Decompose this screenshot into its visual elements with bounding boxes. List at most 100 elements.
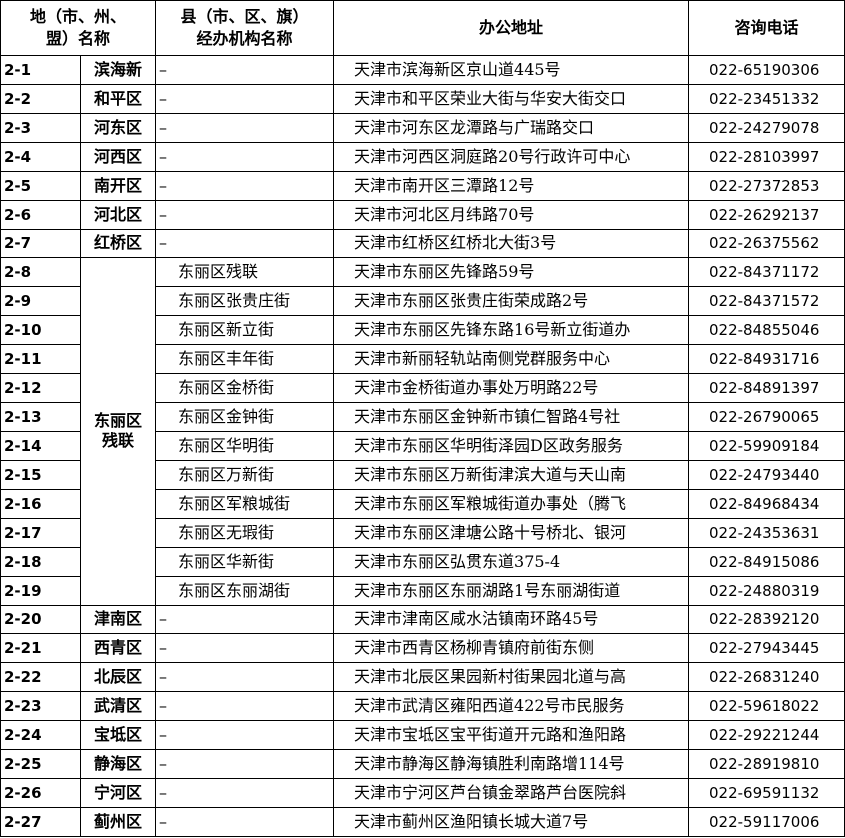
region-cell: 河西区 <box>79 141 157 172</box>
county-cell: 东丽区残联 <box>155 257 335 288</box>
address-cell: 天津市东丽区万新街津滨大道与天山南 <box>333 459 690 490</box>
phone-cell: 022-84371572 <box>688 286 845 317</box>
county-cell: – <box>155 199 335 230</box>
id-cell: 2-4 <box>0 141 81 172</box>
phone-cell: 022-84371172 <box>688 257 845 288</box>
id-cell: 2-13 <box>0 402 81 432</box>
county-cell: – <box>155 55 335 85</box>
region-cell: 宁河区 <box>79 778 157 808</box>
table-row: 2-11 东丽区丰年街 天津市新丽轻轨站南侧党群服务中心 022-84931716 <box>0 344 845 375</box>
id-cell: 2-24 <box>0 720 81 751</box>
table-row: 2-26 宁河区 – 天津市宁河区芦台镇金翠路芦台医院斜 022-69591132 <box>0 778 845 808</box>
phone-cell: 022-29221244 <box>688 720 845 751</box>
address-cell: 天津市蓟州区渔阳镇长城大道7号 <box>333 806 690 838</box>
address-cell: 天津市和平区荣业大街与华安大街交口 <box>333 83 690 114</box>
address-cell: 天津市河西区洞庭路20号行政许可中心 <box>333 141 690 172</box>
table-row: 2-1 滨海新 – 天津市滨海新区京山道445号 022-65190306 <box>0 55 845 85</box>
header-cell: 办公地址 <box>333 0 690 56</box>
county-cell: – <box>155 604 335 635</box>
table-row: 2-4 河西区 – 天津市河西区洞庭路20号行政许可中心 022-28103997 <box>0 141 845 172</box>
county-cell: 东丽区华新街 <box>155 546 335 577</box>
id-cell: 2-9 <box>0 286 81 317</box>
phone-cell: 022-27943445 <box>688 633 845 664</box>
table-row: 2-27 蓟州区 – 天津市蓟州区渔阳镇长城大道7号 022-59117006 <box>0 806 845 838</box>
county-cell: 东丽区无瑕街 <box>155 517 335 548</box>
phone-cell: 022-24279078 <box>688 112 845 143</box>
table-row: 2-21 西青区 – 天津市西青区杨柳青镇府前街东侧 022-27943445 <box>0 633 845 664</box>
phone-cell: 022-28392120 <box>688 604 845 635</box>
table-row: 2-9 东丽区张贵庄街 天津市东丽区张贵庄街荣成路2号 022-84371572 <box>0 286 845 317</box>
table-body: 2-1 滨海新 – 天津市滨海新区京山道445号 022-65190306 2-2 和平区 –… <box>0 55 845 838</box>
address-cell: 天津市东丽区军粮城街道办事处（腾飞 <box>333 488 690 519</box>
address-cell: 天津市东丽区金钟新市镇仁智路4号社 <box>333 402 690 432</box>
address-cell: 天津市宝坻区宝平街道开元路和渔阳路 <box>333 720 690 751</box>
address-cell: 天津市红桥区红桥北大街3号 <box>333 228 690 259</box>
address-cell: 天津市南开区三潭路12号 <box>333 170 690 201</box>
county-cell: 东丽区军粮城街 <box>155 488 335 519</box>
address-cell: 天津市津南区咸水沽镇南环路45号 <box>333 604 690 635</box>
table-row: 2-25 静海区 – 天津市静海区静海镇胜利南路增114号 022-28919810 <box>0 749 845 780</box>
county-cell: 东丽区张贵庄街 <box>155 286 335 317</box>
address-cell: 天津市东丽区先锋路59号 <box>333 257 690 288</box>
region-cell: 津南区 <box>79 604 157 635</box>
county-cell: – <box>155 170 335 201</box>
region-cell: 宝坻区 <box>79 720 157 751</box>
region-cell: 河东区 <box>79 112 157 143</box>
table-row: 2-13 东丽区金钟街 天津市东丽区金钟新市镇仁智路4号社 022-26790065 <box>0 402 845 432</box>
table-header: 地（市、州、 盟）名称 县（市、区、旗） 经办机构名称 办公地址 咨询电话 <box>0 0 845 56</box>
table-row: 2-8 东丽区 残联 东丽区残联 天津市东丽区先锋路59号 022-84371172 <box>0 257 845 606</box>
phone-cell: 022-59117006 <box>688 806 845 838</box>
id-cell: 2-16 <box>0 488 81 519</box>
county-cell: – <box>155 83 335 114</box>
address-cell: 天津市北辰区果园新村街果园北道与高 <box>333 662 690 693</box>
id-cell: 2-10 <box>0 315 81 346</box>
phone-cell: 022-84891397 <box>688 373 845 404</box>
table-row: 2-6 河北区 – 天津市河北区月纬路70号 022-26292137 <box>0 199 845 230</box>
phone-cell: 022-28103997 <box>688 141 845 172</box>
address-cell: 天津市东丽区东丽湖路1号东丽湖街道 <box>333 575 690 606</box>
address-cell: 天津市河东区龙潭路与广瑞路交口 <box>333 112 690 143</box>
phone-cell: 022-28919810 <box>688 749 845 780</box>
address-cell: 天津市东丽区津塘公路十号桥北、银河 <box>333 517 690 548</box>
region-cell: 蓟州区 <box>79 806 157 838</box>
phone-cell: 022-24353631 <box>688 517 845 548</box>
header-cell: 县（市、区、旗） 经办机构名称 <box>155 0 335 56</box>
address-cell: 天津市宁河区芦台镇金翠路芦台医院斜 <box>333 778 690 808</box>
phone-cell: 022-69591132 <box>688 778 845 808</box>
table-row: 2-16 东丽区军粮城街 天津市东丽区军粮城街道办事处（腾飞 022-84968434 <box>0 488 845 519</box>
address-cell: 天津市武清区雍阳西道422号市民服务 <box>333 691 690 722</box>
region-cell: 北辰区 <box>79 662 157 693</box>
phone-cell: 022-26790065 <box>688 402 845 432</box>
id-cell: 2-12 <box>0 373 81 404</box>
address-cell: 天津市东丽区华明街泽园D区政务服务 <box>333 430 690 461</box>
address-cell: 天津市静海区静海镇胜利南路增114号 <box>333 749 690 780</box>
phone-cell: 022-84931716 <box>688 344 845 375</box>
id-cell: 2-20 <box>0 604 81 635</box>
county-cell: – <box>155 749 335 780</box>
address-cell: 天津市金桥街道办事处万明路22号 <box>333 373 690 404</box>
county-cell: 东丽区东丽湖街 <box>155 575 335 606</box>
region-cell: 南开区 <box>79 170 157 201</box>
address-cell: 天津市东丽区张贵庄街荣成路2号 <box>333 286 690 317</box>
table-row: 2-23 武清区 – 天津市武清区雍阳西道422号市民服务 022-59618022 <box>0 691 845 722</box>
id-cell: 2-18 <box>0 546 81 577</box>
header-cell: 咨询电话 <box>688 0 845 56</box>
region-cell: 和平区 <box>79 83 157 114</box>
table-row: 2-14 东丽区华明街 天津市东丽区华明街泽园D区政务服务 022-59909184 <box>0 430 845 461</box>
phone-cell: 022-23451332 <box>688 83 845 114</box>
table-row: 2-24 宝坻区 – 天津市宝坻区宝平街道开元路和渔阳路 022-29221244 <box>0 720 845 751</box>
phone-cell: 022-27372853 <box>688 170 845 201</box>
phone-cell: 022-84855046 <box>688 315 845 346</box>
id-cell: 2-6 <box>0 199 81 230</box>
id-cell: 2-21 <box>0 633 81 664</box>
phone-cell: 022-84915086 <box>688 546 845 577</box>
county-cell: – <box>155 720 335 751</box>
region-cell: 东丽区 残联 <box>79 257 157 606</box>
id-cell: 2-1 <box>0 55 81 85</box>
phone-cell: 022-65190306 <box>688 55 845 85</box>
id-cell: 2-8 <box>0 257 81 288</box>
county-cell: – <box>155 662 335 693</box>
county-cell: – <box>155 633 335 664</box>
county-cell: 东丽区金钟街 <box>155 402 335 432</box>
